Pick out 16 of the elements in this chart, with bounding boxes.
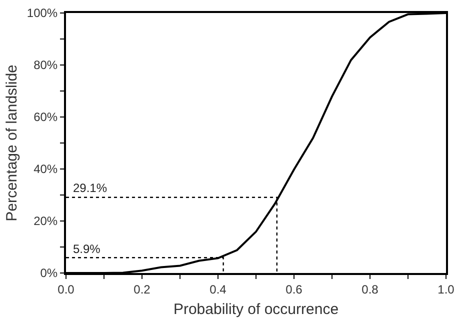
y-tick-label: 20%	[34, 214, 58, 228]
y-axis-title: Percentage of landslide	[4, 64, 21, 222]
x-tick-label: 0.0	[58, 282, 75, 296]
x-tick-label: 0.4	[210, 282, 227, 296]
x-tick-label: 1.0	[438, 282, 455, 296]
y-tick-label: 100%	[26, 6, 58, 20]
annotation: 29.1%	[73, 181, 108, 195]
annotation: 5.9%	[73, 242, 101, 256]
y-tick-label: 80%	[34, 58, 58, 72]
x-axis-title: Probability of occurrence	[173, 300, 339, 318]
x-tick-label: 0.2	[134, 282, 151, 296]
y-tick-label: 0%	[40, 266, 58, 280]
y-tick-label: 40%	[34, 162, 58, 176]
x-tick-label: 0.8	[362, 282, 379, 296]
x-tick-label: 0.6	[286, 282, 303, 296]
y-tick-label: 60%	[34, 110, 58, 124]
